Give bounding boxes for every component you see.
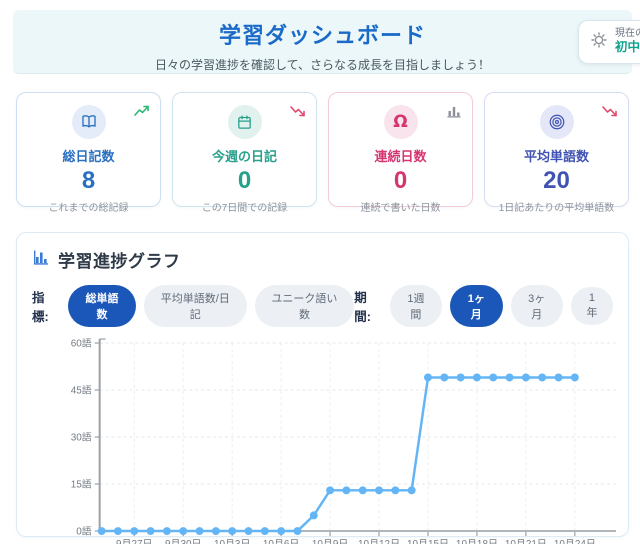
- stat-value: 0: [237, 167, 252, 194]
- metric-pill-total-words[interactable]: 総単語数: [67, 285, 136, 327]
- metric-pill-unique-words[interactable]: ユニーク語い数: [254, 285, 355, 327]
- svg-text:10月24日: 10月24日: [554, 538, 596, 544]
- page-subtitle: 日々の学習進捗を確認して、さらなる成長を目指しましょう！: [154, 58, 491, 72]
- period-pill-1month[interactable]: 1ヶ月: [450, 285, 503, 327]
- stat-title: 総日記数: [62, 149, 115, 164]
- metric-label: 指標:: [32, 291, 49, 324]
- svg-text:10月9日: 10月9日: [312, 538, 348, 544]
- stat-title: 平均単語数: [523, 149, 589, 164]
- period-pill-1week[interactable]: 1週間: [389, 285, 443, 327]
- period-label: 期間:: [354, 291, 371, 324]
- chart-controls: 指標: 総単語数 平均単語数/日記 ユニーク語い数 期間: 1週間 1ヶ月 3ヶ…: [32, 285, 613, 327]
- period-selector: 期間: 1週間 1ヶ月 3ヶ月 1年: [354, 285, 613, 327]
- metric-selector: 指標: 総単語数 平均単語数/日記 ユニーク語い数: [32, 285, 355, 327]
- stat-subtitle: 1日記あたりの平均単語数: [498, 203, 615, 214]
- bar-chart-icon: [446, 103, 462, 124]
- svg-text:0語: 0語: [76, 525, 92, 538]
- svg-text:10月6日: 10月6日: [263, 538, 299, 544]
- stat-card-total-diaries: 総日記数 8 これまでの総記録: [16, 92, 161, 214]
- period-pill-3months[interactable]: 3ヶ月: [510, 285, 563, 327]
- stat-value: 8: [81, 167, 96, 194]
- progress-line-chart: 0語 15語 30語 45語 60語 9月27日 9月30日 10月3日 10月6日 10月9日 1…: [71, 336, 617, 544]
- stat-value: 20: [543, 167, 570, 194]
- svg-text:15語: 15語: [71, 478, 92, 491]
- chart-area: 0語 15語 30語 45語 60語 9月27日 9月30日 10月3日 10月6日 10月9日 1…: [32, 331, 617, 544]
- dashboard-page: 学習ダッシュボード 日々の学習進捗を確認して、さらなる成長を目指しましょう！ 現…: [13, 10, 640, 544]
- stat-title: 今週の日記: [211, 149, 277, 164]
- metric-pill-avg-words[interactable]: 平均単語数/日記: [144, 285, 247, 327]
- stat-title: 連続日数: [374, 149, 427, 164]
- svg-text:9月30日: 9月30日: [165, 538, 201, 544]
- period-pill-1year[interactable]: 1年: [570, 287, 613, 325]
- chart-section-title: 学習進捗グラフ: [58, 252, 181, 271]
- stat-value: 0: [393, 167, 408, 194]
- svg-text:10月18日: 10月18日: [456, 538, 498, 544]
- page-title: 学習ダッシュボード: [218, 23, 426, 48]
- svg-text:10月12日: 10月12日: [358, 538, 400, 544]
- flame-icon: Ω: [383, 105, 418, 139]
- svg-text:45語: 45語: [71, 384, 92, 397]
- dashboard-header: 学習ダッシュボード 日々の学習進捗を確認して、さらなる成長を目指しましょう！: [13, 10, 632, 74]
- stat-card-average-words: 平均単語数 20 1日記あたりの平均単語数: [484, 92, 629, 214]
- progress-chart-card: 学習進捗グラフ 指標: 総単語数 平均単語数/日記 ユニーク語い数 期間: 1週…: [16, 232, 629, 544]
- target-icon: [539, 105, 574, 139]
- stat-subtitle: 連続で書いた日数: [360, 203, 441, 214]
- svg-text:10月15日: 10月15日: [407, 538, 449, 544]
- gear-icon: [591, 31, 607, 53]
- chart-icon: [32, 248, 50, 271]
- svg-text:60語: 60語: [71, 336, 92, 349]
- svg-text:10月3日: 10月3日: [214, 538, 250, 544]
- trending-up-icon: [134, 103, 150, 124]
- stats-row: 総日記数 8 これまでの総記録 今週の日記 0 この7日間での記録: [16, 92, 629, 214]
- calendar-icon: [227, 105, 262, 139]
- level-widget[interactable]: 現在の 初中: [578, 20, 640, 64]
- trending-down-icon: [602, 103, 618, 124]
- svg-text:30語: 30語: [71, 431, 92, 444]
- chart-title-row: 学習進捗グラフ: [32, 247, 613, 272]
- stat-subtitle: この7日間での記録: [201, 203, 288, 214]
- stat-card-week-diaries: 今週の日記 0 この7日間での記録: [172, 92, 317, 214]
- stat-subtitle: これまでの総記録: [48, 203, 129, 214]
- book-icon: [71, 105, 106, 139]
- stat-card-streak-days: Ω 連続日数 0 連続で書いた日数: [328, 92, 473, 214]
- svg-text:10月21日: 10月21日: [505, 538, 547, 544]
- current-level-value: 初中: [615, 40, 640, 55]
- current-level-label: 現在の: [615, 27, 640, 39]
- trending-down-icon: [290, 103, 306, 124]
- svg-text:9月27日: 9月27日: [116, 538, 152, 544]
